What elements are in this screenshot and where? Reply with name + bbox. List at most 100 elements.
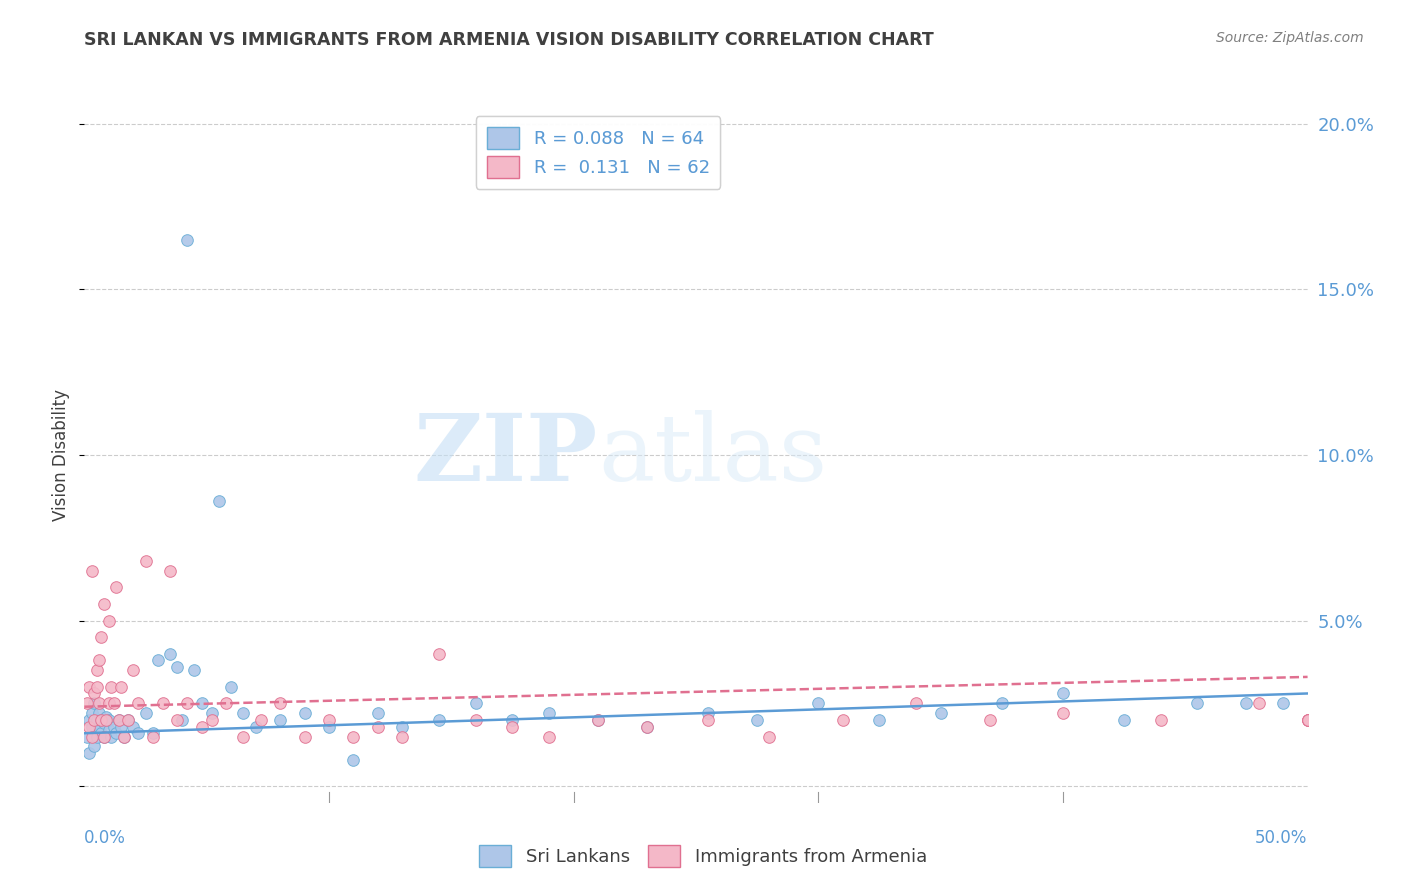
Point (979, 713, 1001, 727)
Point (77, 680, 100, 694)
Point (100, 730, 122, 744)
Point (117, 713, 139, 727)
Point (807, 697, 830, 711)
Point (142, 726, 165, 740)
Point (342, 753, 364, 767)
Point (93, 730, 115, 744)
Point (191, 720, 214, 734)
Point (215, 697, 238, 711)
Point (232, 706, 254, 721)
Point (1296, 713, 1319, 727)
Text: Source: ZipAtlas.com: Source: ZipAtlas.com (1216, 31, 1364, 45)
Point (1272, 697, 1295, 711)
Point (110, 720, 132, 734)
Point (905, 697, 928, 711)
Point (1236, 697, 1258, 711)
Point (538, 730, 561, 744)
Point (318, 720, 340, 734)
Point (152, 697, 174, 711)
Point (86, 730, 108, 744)
Point (77, 713, 100, 727)
Point (93, 597, 115, 611)
Point (747, 713, 769, 727)
Point (538, 706, 561, 721)
Point (80, 730, 103, 744)
Point (117, 713, 139, 727)
Point (90, 630, 112, 644)
Point (105, 726, 128, 740)
Point (1296, 713, 1319, 727)
Text: 50.0%: 50.0% (1256, 830, 1308, 847)
Point (427, 713, 450, 727)
Point (636, 720, 658, 734)
Text: atlas: atlas (598, 410, 827, 500)
Point (97, 697, 120, 711)
Point (159, 564, 181, 578)
Point (636, 720, 658, 734)
Point (76, 697, 98, 711)
Point (90, 713, 112, 727)
Point (245, 720, 267, 734)
Point (176, 233, 198, 247)
Point (208, 494, 231, 508)
Point (122, 663, 145, 677)
Point (831, 713, 853, 727)
Point (127, 726, 149, 740)
Point (200, 706, 222, 721)
Point (294, 706, 316, 721)
Point (93, 716, 115, 731)
Point (87, 706, 110, 721)
Point (97, 713, 120, 727)
Point (367, 706, 389, 721)
Point (112, 730, 135, 744)
Point (232, 730, 254, 744)
Y-axis label: Vision Disability: Vision Disability (52, 389, 70, 521)
Point (87, 720, 110, 734)
Point (391, 730, 413, 744)
Point (318, 713, 340, 727)
Point (107, 713, 129, 727)
Point (83, 713, 105, 727)
Point (135, 554, 157, 568)
Point (97, 614, 120, 628)
Point (105, 581, 128, 595)
Point (87, 697, 110, 711)
Point (176, 697, 198, 711)
Point (1052, 706, 1074, 721)
Point (135, 706, 157, 721)
Point (103, 697, 125, 711)
Text: 0.0%: 0.0% (84, 830, 127, 847)
Legend: Sri Lankans, Immigrants from Armenia: Sri Lankans, Immigrants from Armenia (471, 838, 935, 874)
Point (146, 653, 169, 667)
Point (166, 660, 188, 674)
Point (502, 713, 524, 727)
Point (342, 730, 364, 744)
Point (83, 739, 105, 754)
Point (219, 680, 242, 694)
Point (1052, 686, 1074, 700)
Point (183, 663, 205, 677)
Point (86, 663, 108, 677)
Legend: R = 0.088   N = 64, R =  0.131   N = 62: R = 0.088 N = 64, R = 0.131 N = 62 (475, 116, 720, 189)
Point (100, 680, 122, 694)
Point (93, 730, 115, 744)
Point (80, 706, 103, 721)
Point (159, 647, 181, 661)
Point (90, 713, 112, 727)
Point (269, 713, 291, 727)
Point (191, 697, 214, 711)
Point (77, 746, 100, 760)
Point (1187, 697, 1209, 711)
Point (166, 713, 188, 727)
Point (87, 653, 110, 667)
Point (96, 709, 118, 723)
Point (869, 713, 891, 727)
Point (172, 713, 194, 727)
Point (200, 713, 222, 727)
Point (112, 730, 135, 744)
Point (97, 723, 120, 737)
Point (269, 697, 291, 711)
Point (80, 564, 103, 578)
Point (122, 720, 145, 734)
Point (586, 713, 609, 727)
